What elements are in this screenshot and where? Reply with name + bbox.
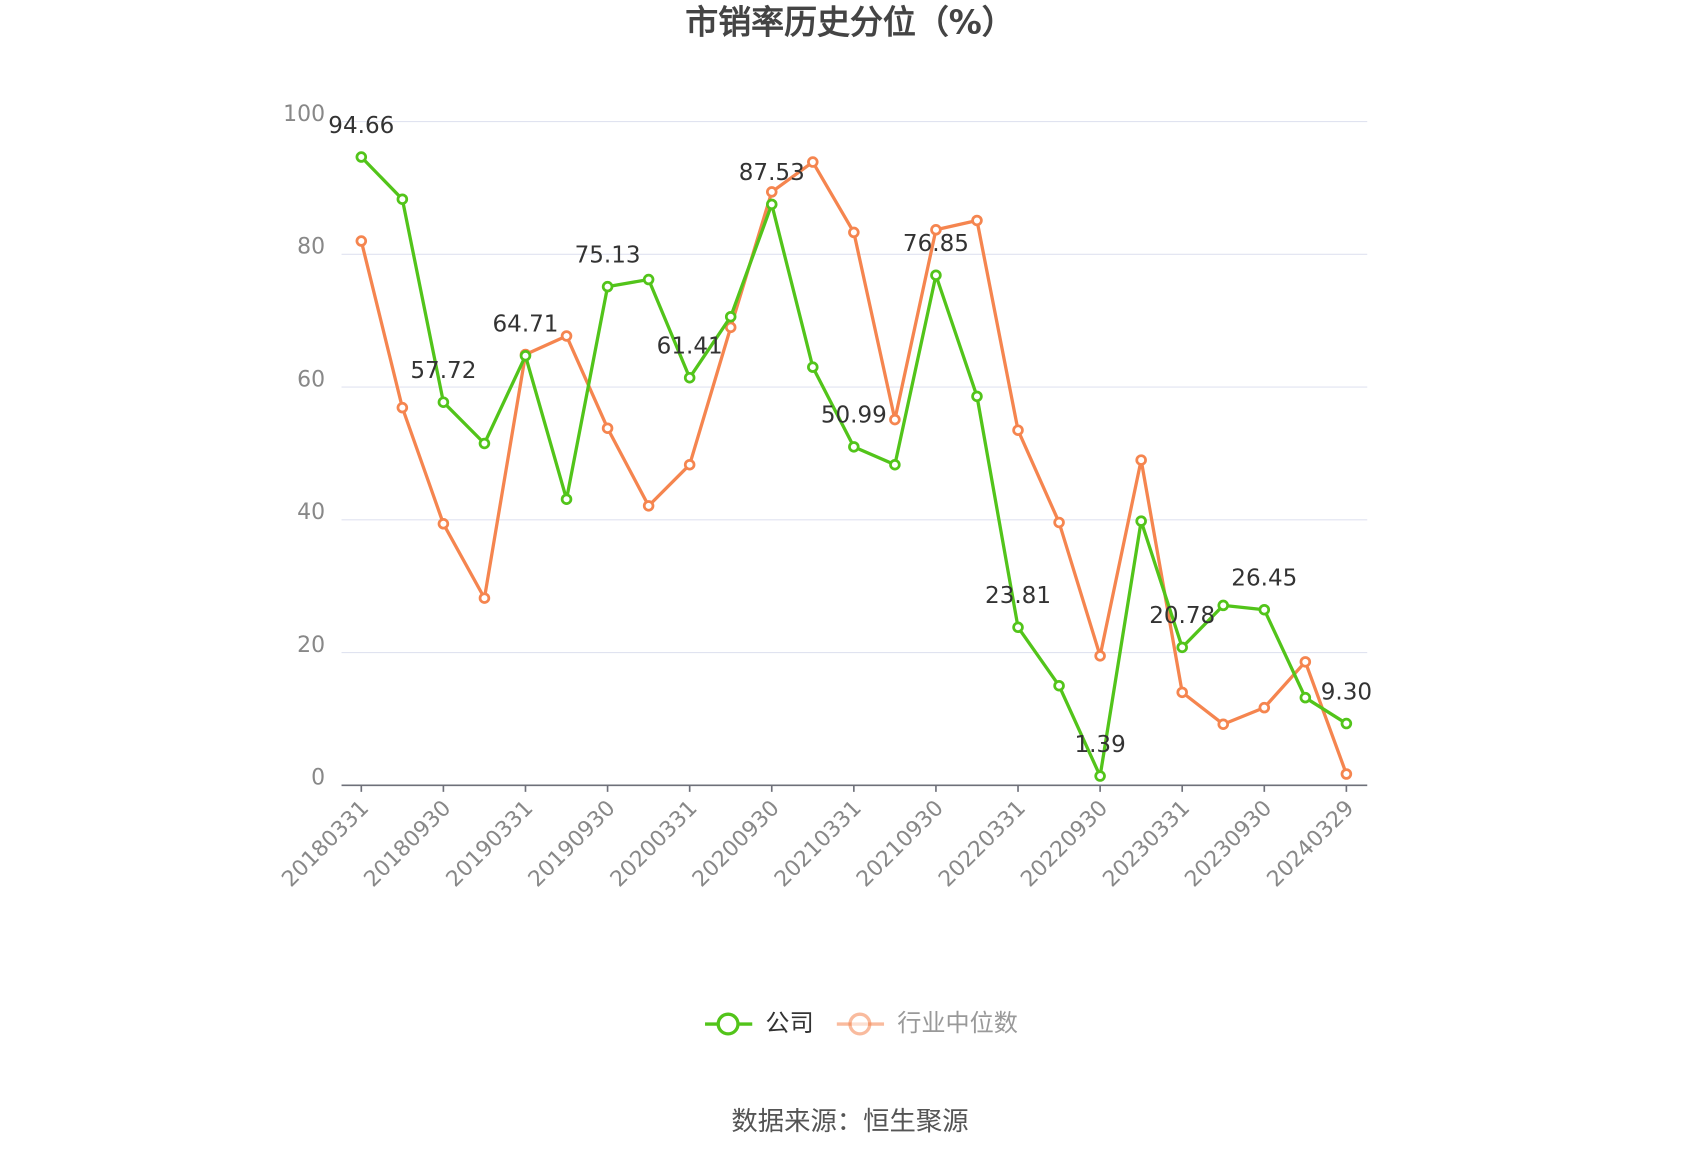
point xyxy=(437,518,450,530)
point xyxy=(1176,686,1188,699)
y-tick-label: 40 xyxy=(297,500,325,525)
point xyxy=(1340,768,1353,780)
point xyxy=(1217,718,1230,730)
point xyxy=(560,330,573,342)
x-tick-label: 20190930 xyxy=(524,796,621,892)
point xyxy=(683,371,696,384)
x-tick-label: 20200930 xyxy=(688,796,785,892)
point xyxy=(1176,641,1188,654)
point xyxy=(1299,691,1312,704)
x-tick-label: 20220930 xyxy=(1016,796,1113,892)
x-tick-label: 20200331 xyxy=(606,796,703,892)
x-tick-label: 20210930 xyxy=(852,796,949,892)
data-label: 9.30 xyxy=(1321,679,1372,705)
point xyxy=(519,350,532,362)
point xyxy=(1012,424,1024,436)
point xyxy=(355,151,368,163)
data-label: 57.72 xyxy=(410,358,476,384)
data-label: 23.81 xyxy=(985,583,1051,609)
y-tick-label: 0 xyxy=(311,766,325,791)
x-tick-label: 20190331 xyxy=(442,796,539,892)
point xyxy=(971,390,983,403)
data-label: 61.41 xyxy=(657,334,723,360)
point xyxy=(560,493,573,505)
x-tick-label: 20230331 xyxy=(1098,796,1195,892)
point xyxy=(930,269,942,281)
point xyxy=(1340,717,1353,730)
data-label: 75.13 xyxy=(575,242,641,268)
y-tick-label: 20 xyxy=(297,633,325,658)
data-label: 1.39 xyxy=(1074,732,1125,758)
point xyxy=(1258,701,1271,714)
data-label: 26.45 xyxy=(1231,566,1297,592)
point xyxy=(971,214,983,227)
point xyxy=(396,401,409,414)
point xyxy=(642,500,655,512)
point xyxy=(1053,516,1065,529)
point xyxy=(765,186,778,198)
source-note: 数据来源：恒生聚源 xyxy=(731,1107,968,1137)
point xyxy=(1053,679,1065,692)
point xyxy=(930,224,942,236)
y-tick-label: 100 xyxy=(283,102,325,127)
data-label: 87.53 xyxy=(739,160,805,186)
chart-title: 市销率历史分位（%） xyxy=(685,3,1014,42)
point xyxy=(396,193,409,205)
point xyxy=(807,361,819,373)
point xyxy=(437,396,450,408)
point xyxy=(1135,454,1147,466)
point xyxy=(1012,621,1024,634)
point xyxy=(478,592,491,604)
data-label: 76.85 xyxy=(903,231,969,257)
point xyxy=(642,273,655,286)
y-tick-label: 80 xyxy=(297,235,325,260)
x-tick-label: 20210331 xyxy=(770,796,867,892)
point xyxy=(724,321,737,334)
point xyxy=(601,422,614,434)
point xyxy=(765,198,778,211)
legend-label[interactable]: 公司 xyxy=(765,1009,813,1037)
point xyxy=(1217,599,1230,612)
point xyxy=(601,280,614,293)
point xyxy=(889,413,901,426)
point xyxy=(478,437,491,450)
point xyxy=(1299,656,1312,668)
data-label: 50.99 xyxy=(821,403,887,429)
point xyxy=(355,235,368,247)
x-tick-label: 20180331 xyxy=(277,796,374,892)
y-tick-label: 60 xyxy=(297,368,325,393)
x-tick-label: 20240329 xyxy=(1263,796,1360,892)
point xyxy=(848,441,860,453)
point xyxy=(1094,770,1106,782)
data-label: 20.78 xyxy=(1149,603,1215,629)
point xyxy=(848,226,860,239)
point xyxy=(683,458,696,471)
x-tick-label: 20180930 xyxy=(360,796,457,892)
legend-marker[interactable] xyxy=(848,1012,872,1036)
point xyxy=(889,458,901,471)
point xyxy=(1135,515,1147,527)
point xyxy=(724,310,737,323)
data-label: 94.66 xyxy=(328,113,394,139)
legend-marker[interactable] xyxy=(716,1012,740,1036)
data-label: 64.71 xyxy=(492,312,558,338)
series-line xyxy=(360,155,1348,778)
x-tick-label: 20220331 xyxy=(934,796,1031,892)
point xyxy=(1094,650,1106,662)
point xyxy=(807,156,819,168)
x-tick-label: 20230930 xyxy=(1180,796,1277,892)
point xyxy=(1258,603,1271,616)
legend-label[interactable]: 行业中位数 xyxy=(897,1009,1018,1037)
